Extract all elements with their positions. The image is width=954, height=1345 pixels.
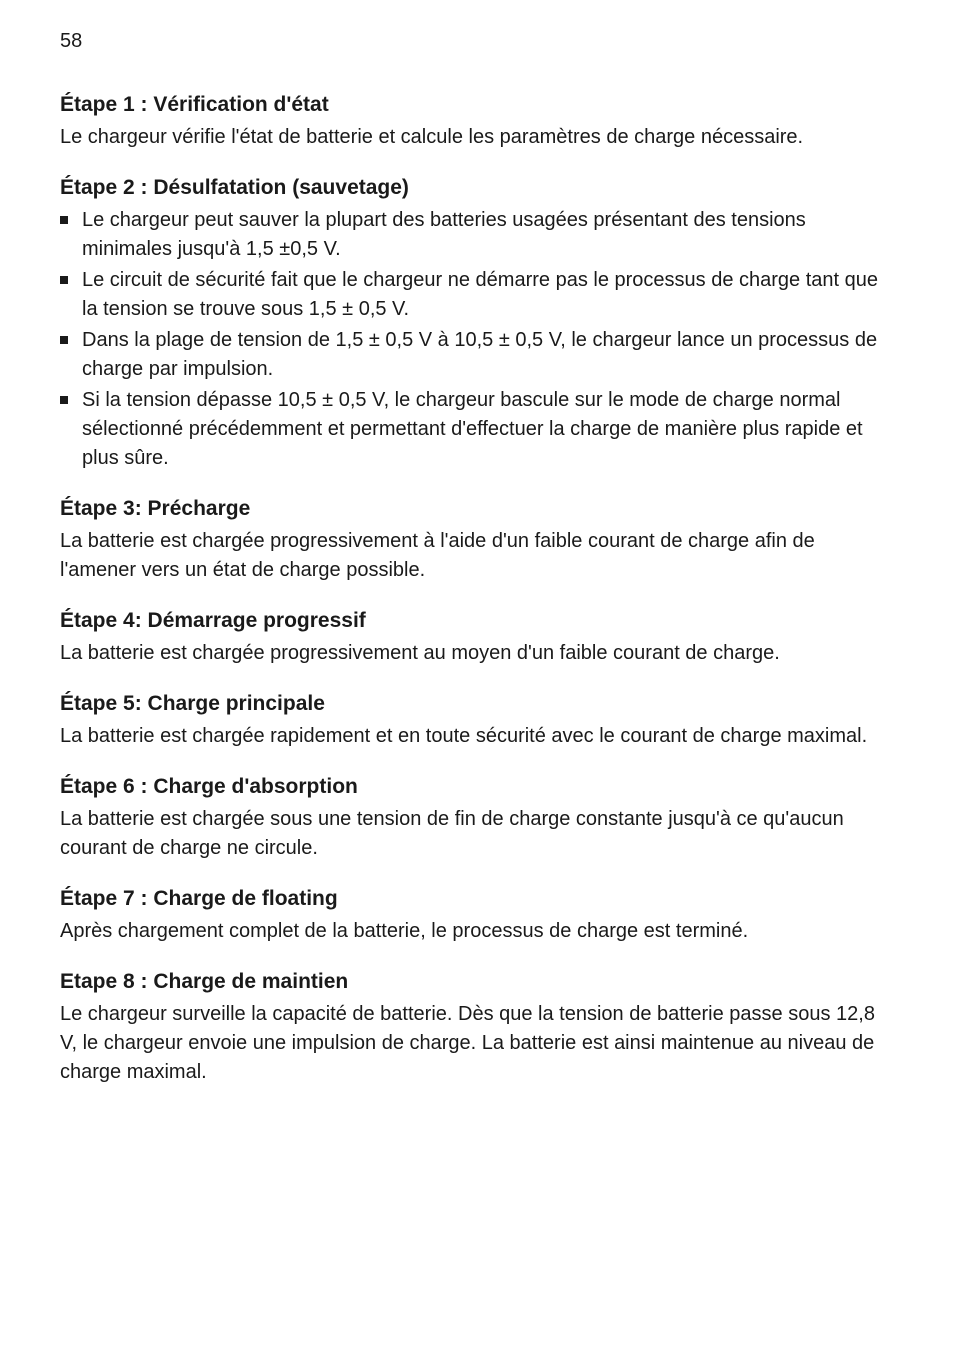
etape6-text: La batterie est chargée sous une tension… bbox=[60, 805, 894, 863]
list-item: Si la tension dépasse 10,5 ± 0,5 V, le c… bbox=[60, 386, 894, 473]
etape6-heading: Étape 6 : Charge d'absorption bbox=[60, 775, 894, 799]
page-number: 58 bbox=[60, 30, 894, 53]
etape3-heading: Étape 3: Précharge bbox=[60, 497, 894, 521]
etape2-heading: Étape 2 : Désulfatation (sauvetage) bbox=[60, 176, 894, 200]
list-item: Le circuit de sécurité fait que le charg… bbox=[60, 266, 894, 324]
etape1-heading: Étape 1 : Vérification d'état bbox=[60, 93, 894, 117]
list-item: Dans la plage de tension de 1,5 ± 0,5 V … bbox=[60, 326, 894, 384]
etape5-heading: Étape 5: Charge principale bbox=[60, 692, 894, 716]
etape5-text: La batterie est chargée rapidement et en… bbox=[60, 722, 894, 751]
etape4-text: La batterie est chargée progressivement … bbox=[60, 639, 894, 668]
list-item: Le chargeur peut sauver la plupart des b… bbox=[60, 206, 894, 264]
etape7-heading: Étape 7 : Charge de floating bbox=[60, 887, 894, 911]
etape4-heading: Étape 4: Démarrage progressif bbox=[60, 609, 894, 633]
etape8-text: Le chargeur surveille la capacité de bat… bbox=[60, 1000, 894, 1087]
etape7-text: Après chargement complet de la batterie,… bbox=[60, 917, 894, 946]
etape8-heading: Etape 8 : Charge de maintien bbox=[60, 970, 894, 994]
etape1-text: Le chargeur vérifie l'état de batterie e… bbox=[60, 123, 894, 152]
etape3-text: La batterie est chargée progressivement … bbox=[60, 527, 894, 585]
etape2-bullet-list: Le chargeur peut sauver la plupart des b… bbox=[60, 206, 894, 473]
